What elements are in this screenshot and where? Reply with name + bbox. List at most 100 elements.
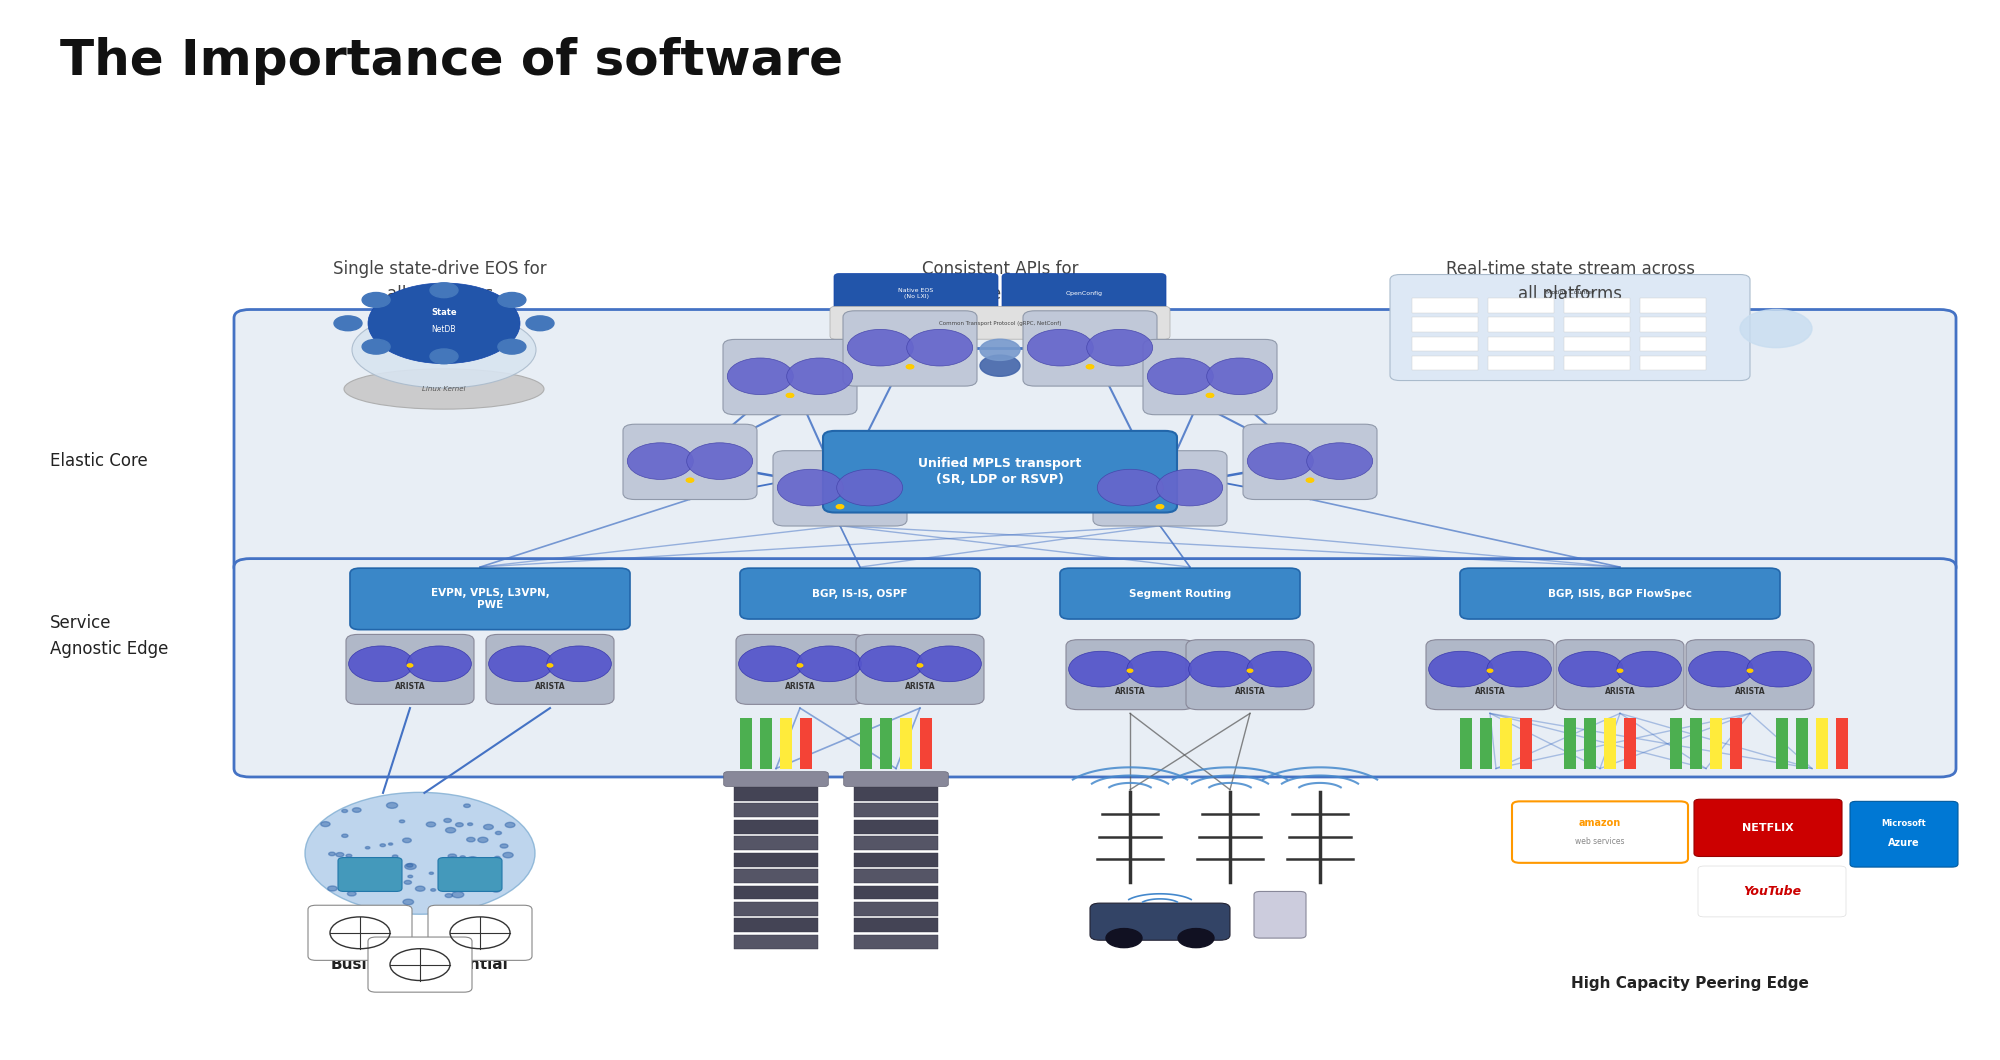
FancyBboxPatch shape <box>1640 356 1706 371</box>
Circle shape <box>840 339 880 360</box>
Circle shape <box>1120 339 1160 360</box>
Ellipse shape <box>906 330 972 366</box>
Text: EVPN, VPLS, L3VPN,
PWE: EVPN, VPLS, L3VPN, PWE <box>430 587 550 611</box>
FancyBboxPatch shape <box>734 886 818 899</box>
Circle shape <box>430 349 458 364</box>
Text: State: State <box>432 308 456 317</box>
FancyBboxPatch shape <box>1556 639 1684 710</box>
Ellipse shape <box>1206 358 1272 394</box>
Circle shape <box>906 365 914 369</box>
FancyBboxPatch shape <box>1850 801 1958 867</box>
FancyBboxPatch shape <box>234 559 1956 777</box>
Text: ARISTA: ARISTA <box>784 682 816 690</box>
Circle shape <box>408 664 412 667</box>
FancyBboxPatch shape <box>860 718 872 768</box>
Text: ARISTA: ARISTA <box>904 682 936 690</box>
Text: Segment Routing: Segment Routing <box>1128 588 1232 599</box>
Ellipse shape <box>1248 443 1314 479</box>
Text: Service
Agnostic Edge: Service Agnostic Edge <box>50 615 168 657</box>
Circle shape <box>1128 669 1132 672</box>
Text: Native EOS
(No LXI): Native EOS (No LXI) <box>898 288 934 299</box>
FancyBboxPatch shape <box>834 273 998 314</box>
Ellipse shape <box>348 646 414 682</box>
Text: Microsoft: Microsoft <box>1882 819 1926 828</box>
Circle shape <box>486 879 490 882</box>
FancyBboxPatch shape <box>1500 718 1512 768</box>
Text: NetDB: NetDB <box>432 325 456 334</box>
Text: Unified MPLS transport
(SR, LDP or RSVP): Unified MPLS transport (SR, LDP or RSVP) <box>918 457 1082 487</box>
FancyBboxPatch shape <box>800 718 812 768</box>
FancyBboxPatch shape <box>1512 801 1688 863</box>
FancyBboxPatch shape <box>740 718 752 768</box>
Circle shape <box>492 887 500 893</box>
Circle shape <box>918 664 922 667</box>
Circle shape <box>840 355 880 376</box>
Text: Motion Counter: Motion Counter <box>1546 290 1594 295</box>
FancyBboxPatch shape <box>734 820 818 833</box>
FancyBboxPatch shape <box>772 450 906 526</box>
Circle shape <box>498 293 526 307</box>
Circle shape <box>380 844 386 847</box>
FancyBboxPatch shape <box>1480 718 1492 768</box>
FancyBboxPatch shape <box>854 820 938 833</box>
FancyBboxPatch shape <box>734 836 818 850</box>
Circle shape <box>368 283 520 364</box>
FancyBboxPatch shape <box>1060 568 1300 619</box>
Circle shape <box>1206 393 1214 398</box>
FancyBboxPatch shape <box>844 311 976 386</box>
FancyBboxPatch shape <box>1776 718 1788 768</box>
FancyBboxPatch shape <box>734 869 818 883</box>
Circle shape <box>476 863 482 866</box>
Circle shape <box>506 823 514 828</box>
Text: ARISTA: ARISTA <box>394 682 426 690</box>
Text: Business/Residential
Metro: Business/Residential Metro <box>332 957 508 991</box>
Text: ARISTA: ARISTA <box>1114 687 1146 695</box>
Circle shape <box>548 664 552 667</box>
Circle shape <box>1120 355 1160 376</box>
FancyBboxPatch shape <box>1488 318 1554 332</box>
FancyBboxPatch shape <box>1624 718 1636 768</box>
FancyBboxPatch shape <box>1002 273 1166 314</box>
Circle shape <box>470 882 478 886</box>
Circle shape <box>980 355 1020 376</box>
FancyBboxPatch shape <box>1564 318 1630 332</box>
Ellipse shape <box>836 470 902 506</box>
FancyBboxPatch shape <box>1564 337 1630 352</box>
FancyBboxPatch shape <box>856 634 984 704</box>
Circle shape <box>430 872 434 874</box>
Text: Consistent APIs for
all use cases: Consistent APIs for all use cases <box>922 260 1078 303</box>
Ellipse shape <box>848 330 914 366</box>
Ellipse shape <box>1306 443 1372 479</box>
Ellipse shape <box>786 358 852 394</box>
FancyBboxPatch shape <box>900 718 912 768</box>
Circle shape <box>910 339 950 360</box>
Circle shape <box>374 871 382 877</box>
FancyBboxPatch shape <box>1460 718 1472 768</box>
Text: YouTube: YouTube <box>1742 885 1802 898</box>
Circle shape <box>468 856 478 863</box>
FancyBboxPatch shape <box>854 803 938 817</box>
Text: amazon: amazon <box>1578 817 1622 828</box>
Circle shape <box>1748 669 1752 672</box>
Circle shape <box>484 825 494 830</box>
Circle shape <box>404 864 416 869</box>
FancyBboxPatch shape <box>1092 450 1226 526</box>
FancyBboxPatch shape <box>830 306 1170 339</box>
FancyBboxPatch shape <box>1412 318 1478 332</box>
Circle shape <box>328 852 336 855</box>
Text: NETFLIX: NETFLIX <box>1742 823 1794 833</box>
FancyBboxPatch shape <box>1686 639 1814 710</box>
Circle shape <box>466 837 476 842</box>
Circle shape <box>430 283 458 298</box>
Text: Linux Kernel: Linux Kernel <box>422 386 466 392</box>
Circle shape <box>402 899 414 905</box>
Circle shape <box>918 664 922 667</box>
Circle shape <box>798 664 802 667</box>
FancyBboxPatch shape <box>1640 318 1706 332</box>
FancyBboxPatch shape <box>350 568 630 630</box>
Ellipse shape <box>1616 651 1682 687</box>
Text: ARISTA: ARISTA <box>534 682 566 690</box>
FancyBboxPatch shape <box>1604 718 1616 768</box>
Circle shape <box>836 505 844 509</box>
FancyBboxPatch shape <box>1426 639 1554 710</box>
